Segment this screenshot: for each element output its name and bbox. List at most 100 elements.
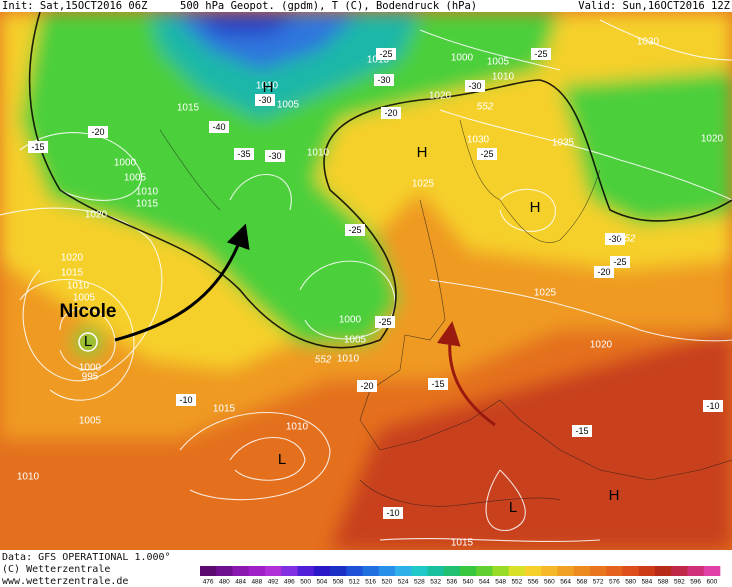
colorbar-swatch	[460, 566, 477, 576]
temperature-label: -10	[386, 508, 399, 518]
colorbar-label: 576	[609, 579, 620, 586]
url: www.wetterzentrale.de	[2, 576, 128, 587]
temperature-label: -30	[258, 95, 271, 105]
colorbar-label: 516	[365, 579, 376, 586]
temperature-label: -30	[268, 151, 281, 161]
warm-air-arrow	[436, 321, 496, 427]
isobar-label: 1015	[136, 199, 159, 210]
colorbar-swatch	[525, 566, 542, 576]
colorbar-label: 544	[479, 579, 490, 586]
temperature-label: -20	[384, 108, 397, 118]
valid-time: Valid: Sun,16OCT2016 12Z	[578, 0, 730, 12]
colorbar-swatch	[427, 566, 445, 576]
temperature-label: -15	[31, 142, 44, 152]
isobar-label: 1000	[79, 363, 102, 374]
colorbar-label: 572	[593, 579, 604, 586]
temperature-box	[428, 378, 448, 390]
init-time: Init: Sat,15OCT2016 06Z	[2, 0, 147, 12]
colorbar-swatch	[265, 566, 282, 576]
pressure-center: L	[278, 451, 286, 468]
colorbar-swatch	[443, 566, 461, 576]
colorbar-swatch	[411, 566, 428, 576]
colorbar-swatch	[492, 566, 510, 576]
colorbar: 476 480 484 488 492 496 500 504 508 512 516 520 524 5…	[200, 566, 721, 586]
temperature-box	[477, 148, 497, 160]
temperature-label: -25	[613, 257, 626, 267]
colorbar-label: 524	[398, 579, 409, 586]
contour-552	[28, 12, 732, 349]
temperature-label: -30	[377, 75, 390, 85]
isobar-label: 1000	[339, 315, 362, 326]
isobar-label: 1005	[79, 416, 102, 427]
colorbar-swatch	[200, 566, 217, 576]
temperature-box	[594, 266, 614, 278]
temperature-label: -10	[706, 401, 719, 411]
colorbar-label: 504	[316, 579, 327, 586]
colorbar-label: 528	[414, 579, 425, 586]
colorbar-swatch	[346, 566, 363, 576]
temperature-box	[376, 48, 396, 60]
colorbar-swatch	[638, 566, 656, 576]
isobar-label: 1010	[307, 148, 330, 159]
colorbar-label: 532	[430, 579, 441, 586]
isobar-label: 1030	[637, 37, 660, 48]
map-labels: 1015 1000 10051010103010101005101010151020…	[17, 37, 724, 549]
colorbar-label: 600	[706, 579, 717, 586]
temperature-box	[265, 150, 285, 162]
colorbar-label: 536	[446, 579, 457, 586]
colorbar-swatch	[216, 566, 233, 576]
isobar-label: 1015	[367, 55, 390, 66]
temperature-box	[383, 507, 403, 519]
colorbar-swatch	[606, 566, 623, 576]
temperature-box	[255, 94, 275, 106]
colorbar-swatch	[378, 566, 396, 576]
copyright: (C) Wetterzentrale	[2, 564, 110, 575]
temperature-box	[605, 233, 625, 245]
temperature-box	[703, 400, 723, 412]
colorbar-swatch	[541, 566, 558, 576]
colorbar-swatch	[687, 566, 705, 576]
temperature-label: -25	[534, 49, 547, 59]
temperature-box	[572, 425, 592, 437]
isobar-label: 1010	[67, 281, 90, 292]
temperature-label: -25	[480, 149, 493, 159]
isobar-label: 1005	[73, 293, 96, 304]
colorbar-swatch	[313, 566, 331, 576]
isobar-label: 1015	[61, 268, 84, 279]
pressure-center: H	[263, 79, 274, 96]
temperature-label: -25	[379, 49, 392, 59]
temperature-box	[374, 74, 394, 86]
isobar-label: 1010	[492, 72, 515, 83]
isobar-label: 1000	[451, 53, 474, 64]
colorbar-label: 596	[690, 579, 701, 586]
temperature-label: -15	[431, 379, 444, 389]
colorbar-label: 496	[284, 579, 295, 586]
isobar-label: 1035	[552, 138, 575, 149]
isobar-label: 1030	[467, 135, 490, 146]
colorbar-swatch	[655, 566, 672, 576]
temperature-label: -35	[237, 149, 250, 159]
temperature-label: -20	[360, 381, 373, 391]
pressure-center: L	[84, 333, 92, 350]
colorbar-label: 492	[268, 579, 279, 586]
isobar-label: 1020	[701, 134, 724, 145]
colorbar-label: 592	[674, 579, 685, 586]
isobar-label: 1020	[61, 253, 84, 264]
colorbar-swatch	[703, 566, 721, 576]
colorbar-label: 552	[511, 579, 522, 586]
temperature-label: -40	[212, 122, 225, 132]
pressure-center: H	[417, 144, 428, 161]
isobar-label: 1005	[277, 100, 300, 111]
isobar-label: 1010	[286, 422, 309, 433]
isobar-label: 995	[82, 372, 99, 383]
data-source: Data: GFS OPERATIONAL 1.000°	[2, 552, 171, 563]
colorbar-label: 560	[544, 579, 555, 586]
temperature-label: -20	[91, 127, 104, 137]
contour-label: 552	[619, 234, 636, 245]
colorbar-swatch	[232, 566, 250, 576]
temperature-box	[88, 126, 108, 138]
temperature-label: -25	[378, 317, 391, 327]
colorbar-swatch	[508, 566, 526, 576]
temperature-box	[234, 148, 254, 160]
temperature-box	[531, 48, 551, 60]
